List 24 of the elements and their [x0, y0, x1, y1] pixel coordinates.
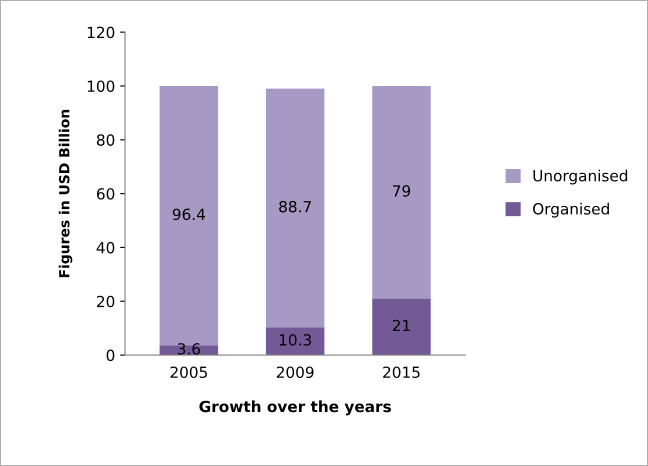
data-label: 88.7 [279, 200, 311, 212]
y-tick-label: 100 [88, 80, 114, 92]
bar [372, 298, 431, 356]
y-tick-label: 20 [97, 296, 114, 308]
y-tick-label: 0 [106, 350, 114, 362]
x-tick-label: 2009 [276, 366, 314, 378]
bar [266, 327, 324, 356]
y-axis-title: Figures in USD Billion [58, 110, 72, 278]
data-label: 10.3 [280, 334, 311, 346]
bar [266, 88, 324, 328]
data-label: 79 [393, 185, 410, 197]
bar [372, 86, 431, 299]
data-label: 21 [392, 320, 410, 332]
y-tick-label: 120 [88, 26, 114, 38]
y-tick-label: 40 [96, 242, 114, 254]
y-tick-label: 60 [96, 188, 114, 200]
legend-label: Unorganised [534, 170, 628, 184]
x-tick-label: 2015 [383, 366, 420, 378]
x-axis-title: Growth over the years [199, 400, 391, 416]
legend-label: Organised [533, 202, 609, 218]
y-tick-label: 80 [96, 134, 114, 146]
data-label: 96.4 [172, 208, 206, 220]
data-label: 3.6 [178, 343, 200, 355]
x-tick-label: 2005 [170, 366, 207, 378]
